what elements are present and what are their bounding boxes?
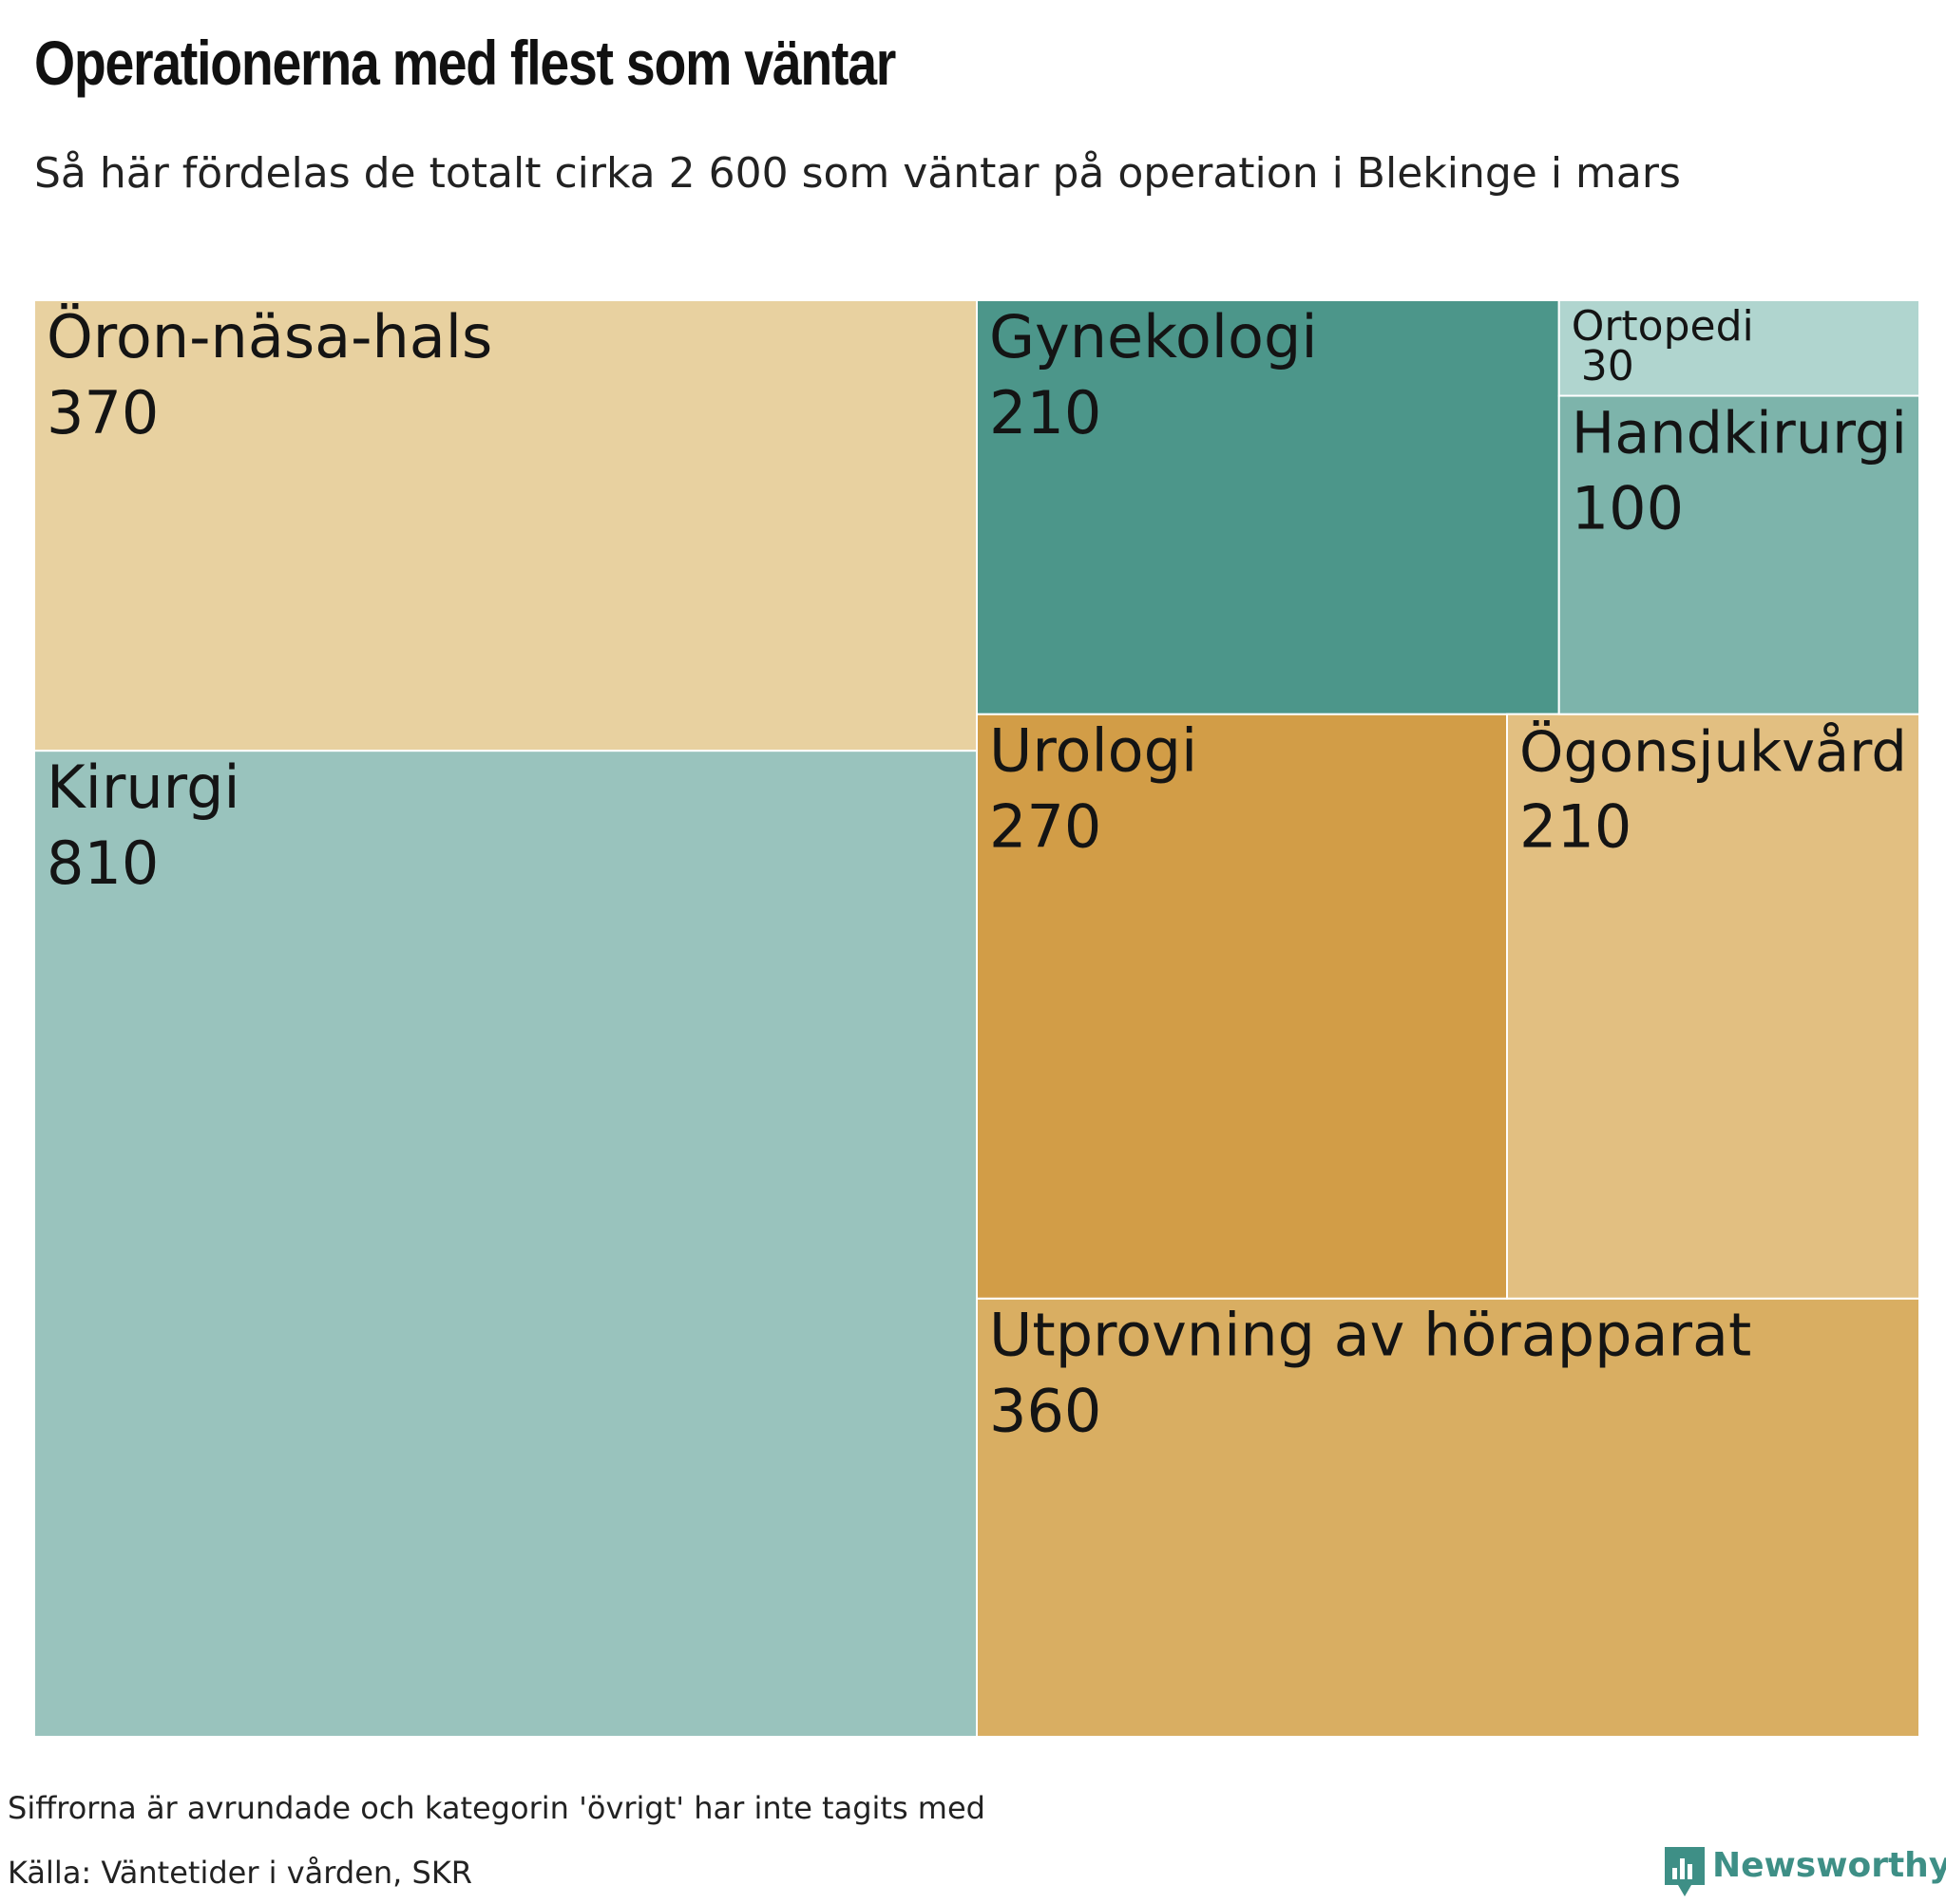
tile-rect-utprovning-av-horapparat bbox=[976, 1297, 1920, 1739]
chart-title: Operationerna med flest som väntar bbox=[34, 28, 896, 98]
tile-rect-ortopedi bbox=[1557, 299, 1921, 397]
tile-value-ogonsjukvard: 210 bbox=[1519, 792, 1631, 862]
tile-value-ortopedi: 30 bbox=[1581, 342, 1634, 390]
tile-value-handkirurgi: 100 bbox=[1572, 474, 1684, 543]
tile-rect-urologi bbox=[976, 713, 1508, 1300]
tile-label-gynekologi: Gynekologi bbox=[989, 302, 1318, 371]
brand-name: Newsworthy bbox=[1712, 1846, 1946, 1885]
tile-rect-kirurgi bbox=[33, 750, 978, 1738]
tile-value-oron-nasa-hals: 370 bbox=[47, 378, 159, 447]
newsworthy-logo-icon bbox=[1665, 1847, 1705, 1896]
tile-label-ogonsjukvard: Ögonsjukvård bbox=[1519, 719, 1907, 785]
tile-value-gynekologi: 210 bbox=[989, 378, 1101, 447]
tile-oron-nasa-hals: Öron-näsa-hals 370 bbox=[33, 299, 978, 752]
tile-value-urologi: 270 bbox=[989, 792, 1101, 862]
tile-rect-handkirurgi bbox=[1557, 394, 1921, 715]
tile-handkirurgi: Handkirurgi 100 bbox=[1557, 394, 1921, 715]
source-note: Källa: Väntetider i vården, SKR bbox=[8, 1855, 473, 1891]
brand-logo: Newsworthy bbox=[1665, 1847, 1946, 1904]
tile-label-utprovning-av-horapparat: Utprovning av hörapparat bbox=[989, 1301, 1751, 1370]
tile-utprovning-av-horapparat: Utprovning av hörapparat 360 bbox=[976, 1297, 1920, 1739]
tile-label-handkirurgi: Handkirurgi bbox=[1572, 401, 1907, 467]
tile-rect-oron-nasa-hals bbox=[33, 299, 978, 752]
tile-rect-gynekologi bbox=[976, 299, 1560, 715]
footnote: Siffrorna är avrundade och kategorin 'öv… bbox=[8, 1790, 985, 1826]
tile-ogonsjukvard: Ögonsjukvård 210 bbox=[1506, 713, 1920, 1300]
tile-label-ortopedi: Ortopedi bbox=[1572, 302, 1754, 351]
tile-gynekologi: Gynekologi 210 bbox=[976, 299, 1560, 715]
tile-value-utprovning-av-horapparat: 360 bbox=[989, 1377, 1101, 1446]
tile-label-urologi: Urologi bbox=[989, 716, 1197, 786]
tile-label-oron-nasa-hals: Öron-näsa-hals bbox=[47, 302, 492, 371]
tile-value-kirurgi: 810 bbox=[47, 828, 159, 898]
chart-subtitle: Så här fördelas de totalt cirka 2 600 so… bbox=[34, 149, 1681, 198]
tile-rect-ogonsjukvard bbox=[1506, 713, 1920, 1300]
tile-label-kirurgi: Kirurgi bbox=[47, 752, 240, 822]
